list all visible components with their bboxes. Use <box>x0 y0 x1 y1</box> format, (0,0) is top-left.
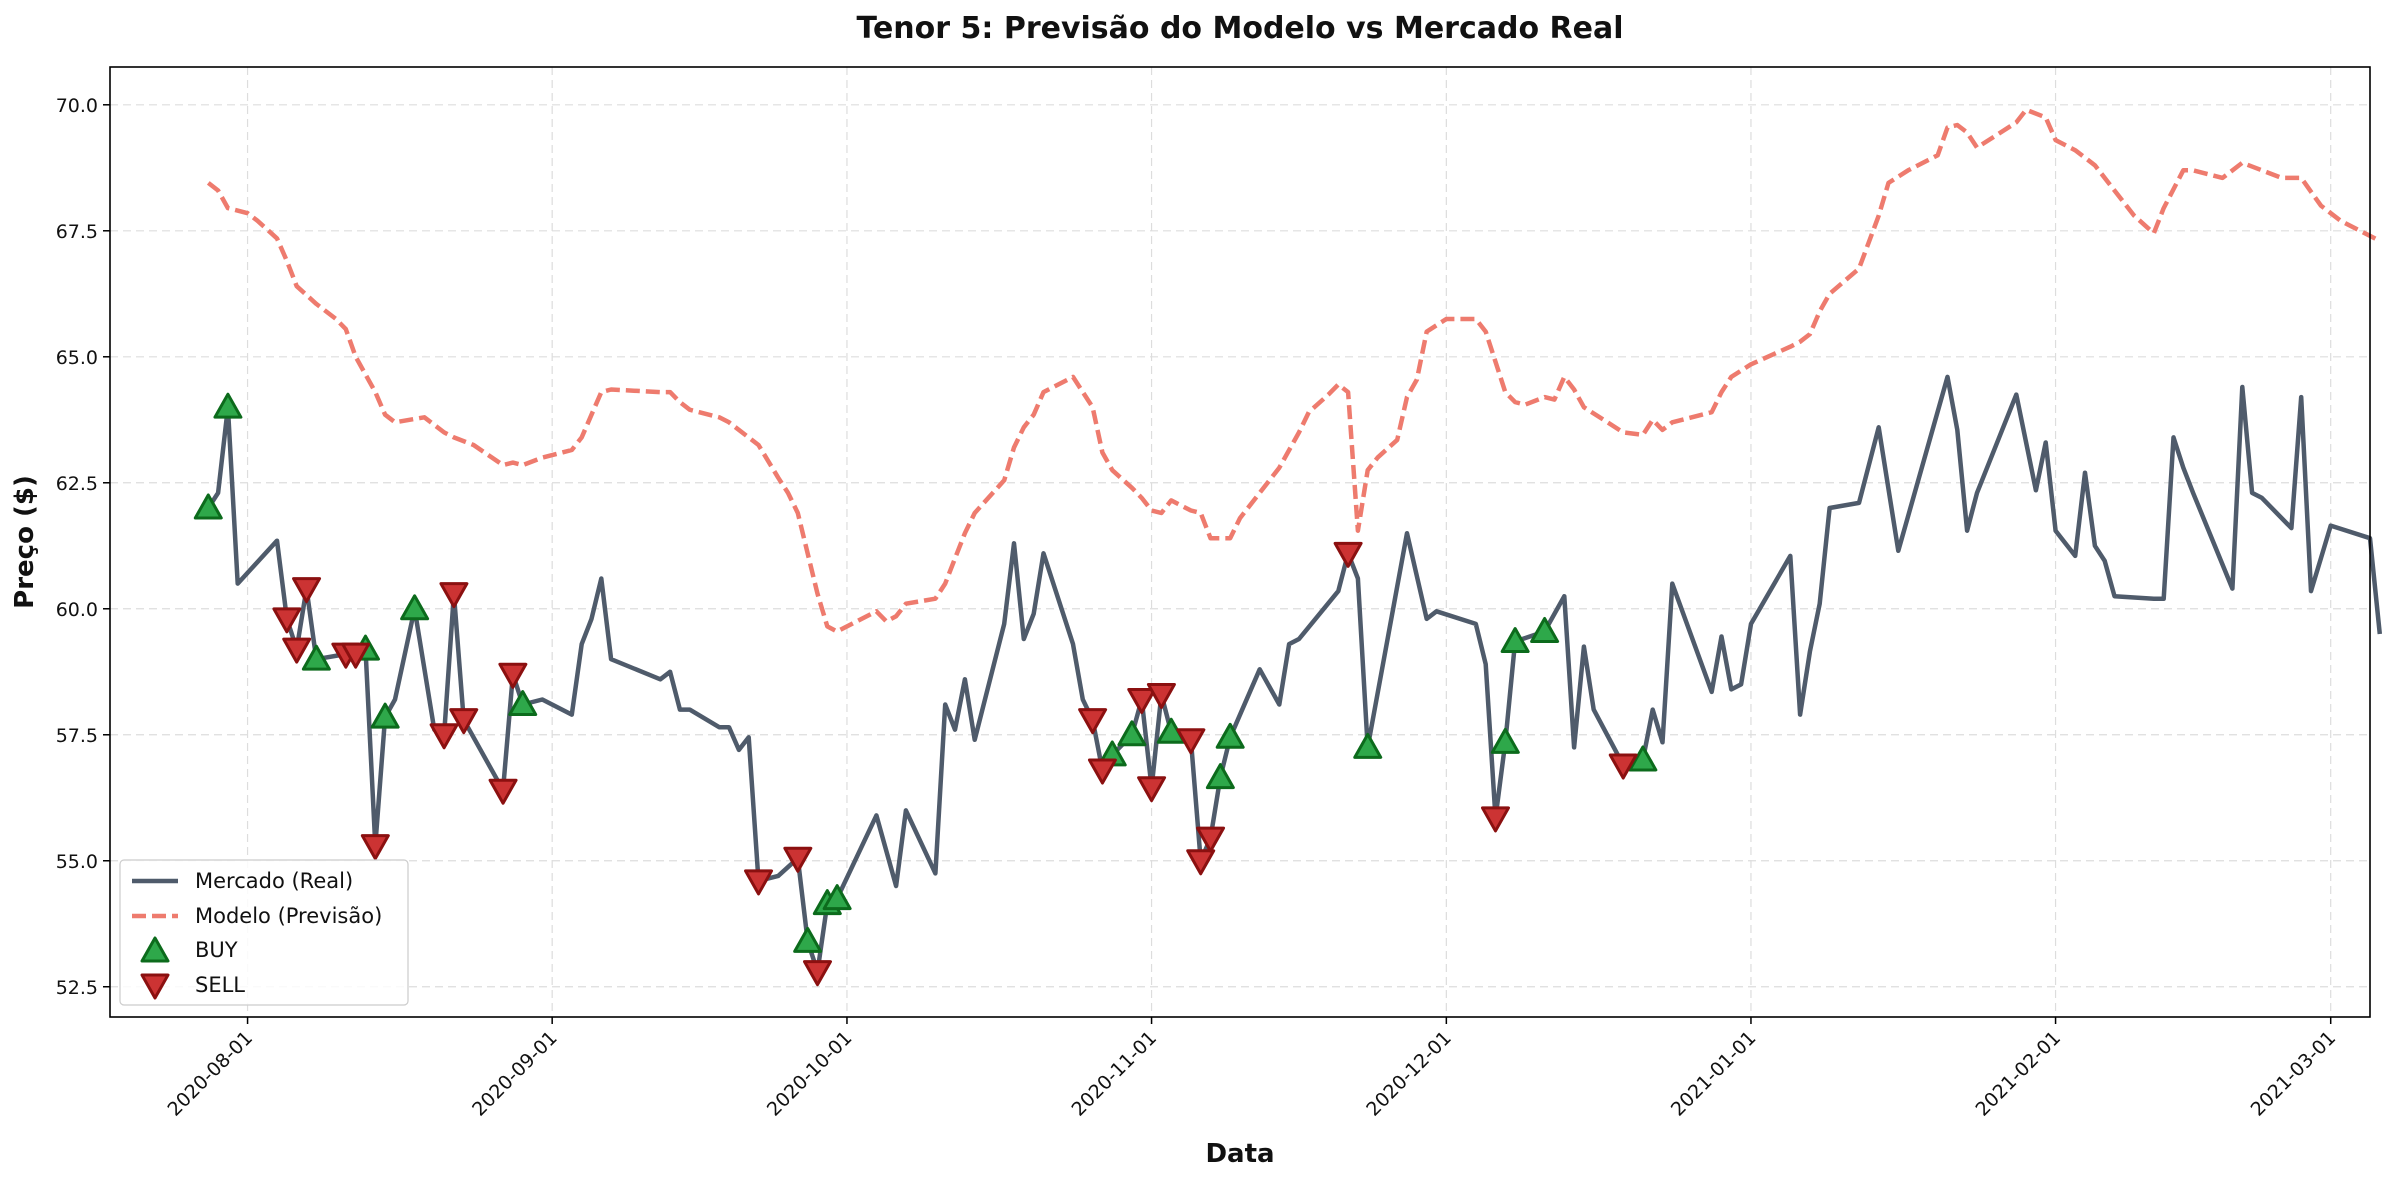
legend-buy-label: BUY <box>195 938 238 962</box>
sell-marker <box>282 637 312 664</box>
legend-market-label: Mercado (Real) <box>195 869 353 893</box>
buy-marker <box>213 392 243 419</box>
sell-marker <box>1196 826 1226 853</box>
y-tick-label: 60.0 <box>56 599 98 621</box>
grid <box>110 67 2370 1017</box>
sell-marker <box>1176 728 1206 755</box>
buy-marker <box>301 644 331 671</box>
legend-box <box>119 859 409 1006</box>
sell-marker <box>1078 708 1108 735</box>
sell-marker <box>1608 753 1638 780</box>
y-tick-label: 57.5 <box>56 725 98 747</box>
sell-marker <box>1333 541 1363 568</box>
sell-marker <box>449 708 479 735</box>
y-tick-label: 52.5 <box>56 977 98 999</box>
sell-marker <box>429 723 459 750</box>
sell-marker <box>1087 758 1117 785</box>
legend-sell-label: SELL <box>195 973 245 997</box>
market-series <box>206 374 2383 974</box>
buy-marker <box>400 594 430 621</box>
y-tick-label: 67.5 <box>56 221 98 243</box>
sell-marker <box>1480 806 1510 833</box>
y-tick-label: 65.0 <box>56 347 98 369</box>
legend-sell-swatch <box>140 973 170 1000</box>
sell-marker <box>292 577 322 604</box>
buy-marker <box>1530 616 1560 643</box>
buy-marker <box>1215 722 1245 749</box>
buy-marker <box>1353 732 1383 759</box>
chart-title: Tenor 5: Previsão do Modelo vs Mercado R… <box>856 11 1623 46</box>
buy-marker <box>370 702 400 729</box>
buy-marker <box>1500 627 1530 654</box>
y-tick-label: 62.5 <box>56 473 98 495</box>
buy-marker <box>1628 745 1658 772</box>
y-tick-label: 55.0 <box>56 851 98 873</box>
sell-marker <box>802 960 832 987</box>
legend-buy-swatch <box>140 936 170 963</box>
market-real-line <box>206 374 2383 974</box>
sell-marker <box>272 607 302 634</box>
plot-area-frame <box>109 66 2371 1018</box>
sell-marker <box>498 662 528 689</box>
y-axis: 52.5 55.0 57.5 60.0 62.5 65.0 67.5 70.0 <box>56 95 110 999</box>
model-series <box>206 107 2381 634</box>
sell-marker <box>360 834 390 861</box>
buy-marker <box>822 884 852 911</box>
model-forecast-line <box>206 107 2381 634</box>
buy-marker <box>508 690 538 717</box>
sell-marker <box>1127 687 1157 714</box>
legend: Mercado (Real) Modelo (Previsão) BUY SEL… <box>119 859 409 1006</box>
sell-marker <box>744 869 774 896</box>
buy-marker <box>1205 763 1235 790</box>
sell-marker <box>488 778 518 805</box>
buy-marker <box>193 493 223 520</box>
x-axis-label: Data <box>1205 1139 1274 1169</box>
buy-marker <box>1490 727 1520 754</box>
signal-markers <box>193 392 1658 987</box>
y-axis-label: Preço ($) <box>10 475 40 609</box>
y-tick-label: 70.0 <box>56 95 98 117</box>
buy-marker <box>793 926 823 953</box>
legend-model-label: Modelo (Previsão) <box>195 904 382 928</box>
sell-marker <box>1146 682 1176 709</box>
sell-marker <box>341 642 371 669</box>
sell-marker <box>783 846 813 873</box>
sell-marker <box>1137 776 1167 803</box>
buy-marker <box>1117 720 1147 747</box>
sell-marker <box>439 582 469 609</box>
sell-marker <box>1186 849 1216 876</box>
